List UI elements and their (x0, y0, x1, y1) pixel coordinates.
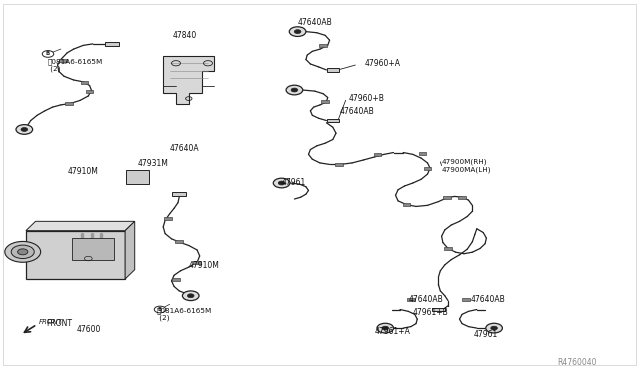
Bar (175, 240, 183, 243)
Bar (407, 298, 415, 301)
Circle shape (289, 27, 306, 36)
Text: 47910M: 47910M (67, 167, 98, 176)
Text: 47840: 47840 (173, 31, 197, 40)
Circle shape (491, 326, 497, 330)
Bar (319, 44, 327, 47)
Bar (72, 238, 114, 260)
Text: 47900M(RH)
47900MA(LH): 47900M(RH) 47900MA(LH) (442, 158, 491, 173)
Circle shape (154, 306, 166, 313)
Text: FRONT: FRONT (46, 319, 72, 328)
Text: 47960+A: 47960+A (365, 59, 401, 68)
Text: R4760040: R4760040 (557, 358, 596, 367)
Bar (193, 261, 201, 264)
Circle shape (4, 241, 41, 262)
Text: 47640AB: 47640AB (298, 18, 332, 27)
Bar (458, 196, 466, 199)
Bar (443, 196, 451, 199)
Bar (105, 42, 119, 46)
Bar (59, 59, 67, 62)
Text: 47640A: 47640A (170, 144, 199, 153)
Text: 47961+A: 47961+A (374, 327, 410, 336)
Bar (335, 163, 343, 166)
Circle shape (294, 30, 301, 33)
Text: 47960+B: 47960+B (349, 94, 385, 103)
Bar (126, 170, 149, 184)
Circle shape (11, 245, 34, 259)
Text: 47640AB: 47640AB (470, 295, 505, 304)
Bar (374, 153, 381, 156)
Bar (403, 203, 410, 206)
Bar (65, 102, 73, 105)
Polygon shape (163, 56, 214, 104)
Bar (444, 247, 452, 250)
Bar (424, 167, 431, 170)
Bar (86, 90, 93, 93)
Circle shape (21, 128, 28, 131)
Text: 47600: 47600 (77, 325, 101, 334)
Bar (462, 298, 470, 301)
Circle shape (278, 181, 285, 185)
Circle shape (377, 323, 394, 333)
Circle shape (286, 85, 303, 95)
Text: B: B (46, 51, 50, 57)
Circle shape (182, 291, 199, 301)
Text: Ⓑ081A6-6165M
 (2): Ⓑ081A6-6165M (2) (157, 307, 212, 321)
Bar (81, 81, 88, 84)
Circle shape (486, 323, 502, 333)
Text: 47640AB: 47640AB (408, 295, 443, 304)
Circle shape (42, 51, 54, 57)
Text: 47961: 47961 (282, 178, 306, 187)
Text: 47961+B: 47961+B (413, 308, 449, 317)
Bar (172, 192, 186, 196)
Text: 47910M: 47910M (189, 262, 220, 270)
Circle shape (273, 178, 290, 188)
Text: 47640AB: 47640AB (339, 107, 374, 116)
Circle shape (188, 294, 194, 298)
Bar (172, 278, 180, 281)
Bar (321, 100, 329, 103)
Bar (164, 217, 172, 220)
Circle shape (382, 326, 388, 330)
Polygon shape (125, 221, 135, 279)
Circle shape (16, 125, 33, 134)
Bar (432, 308, 445, 311)
Bar (327, 119, 339, 122)
Text: 47961: 47961 (474, 330, 498, 339)
Bar (327, 68, 339, 71)
Text: Ⓑ081A6-6165M
 (2): Ⓑ081A6-6165M (2) (48, 58, 103, 72)
Polygon shape (26, 221, 135, 231)
Circle shape (291, 88, 298, 92)
Text: FRONT: FRONT (38, 319, 62, 325)
Text: 47931M: 47931M (138, 159, 168, 168)
Text: B: B (158, 307, 162, 312)
Bar (419, 152, 426, 155)
Circle shape (17, 249, 28, 255)
Bar (26, 231, 125, 279)
